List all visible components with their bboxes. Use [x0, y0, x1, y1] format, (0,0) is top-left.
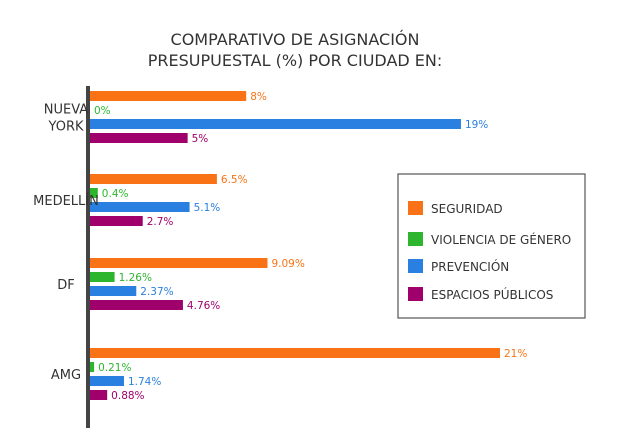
bar — [90, 119, 461, 129]
legend-label: PREVENCIÓN — [431, 259, 509, 274]
bar — [90, 133, 188, 143]
bar — [90, 376, 124, 386]
bar — [90, 202, 190, 212]
bar — [90, 216, 143, 226]
category-label: YORK — [47, 120, 83, 135]
chart-title-line-1: COMPARATIVO DE ASIGNACIÓN — [171, 30, 420, 49]
legend-box — [397, 173, 586, 319]
legend-swatch — [408, 201, 423, 215]
legend-swatch — [408, 232, 423, 246]
bar — [90, 300, 183, 310]
data-label: 21% — [504, 348, 527, 360]
chart-title-line-2: PRESUPUESTAL (%) POR CIUDAD EN: — [148, 51, 443, 70]
bar — [90, 174, 217, 184]
bar — [90, 362, 95, 372]
legend-swatch — [408, 287, 423, 301]
bar — [90, 348, 500, 358]
data-label: 4.76% — [187, 300, 220, 312]
data-label: 9.09% — [271, 258, 304, 270]
data-label: 2.37% — [140, 286, 173, 298]
category-label: NUEVA — [44, 103, 89, 118]
data-label: 5% — [192, 133, 209, 145]
category-label: MEDELLÍN — [33, 193, 99, 209]
legend-label: VIOLENCIA DE GÉNERO — [431, 232, 571, 247]
category-label: DF — [57, 278, 75, 293]
category-label: AMG — [51, 368, 81, 383]
data-label: 1.26% — [119, 272, 152, 284]
bar — [90, 390, 108, 400]
legend-label: SEGURIDAD — [431, 202, 503, 216]
data-label: 0.21% — [98, 362, 131, 374]
bar — [90, 258, 268, 268]
data-label: 2.7% — [147, 216, 174, 228]
legend-label: ESPACIOS PÚBLICOS — [431, 287, 553, 302]
data-label: 0.4% — [102, 188, 129, 200]
data-label: 0.88% — [111, 390, 144, 402]
data-label: 8% — [250, 91, 267, 103]
data-label: 6.5% — [221, 174, 248, 186]
bar — [90, 272, 115, 282]
bar — [90, 188, 98, 198]
data-label: 19% — [465, 119, 488, 131]
bar — [90, 91, 247, 101]
data-label: 1.74% — [128, 376, 161, 388]
data-label: 5.1% — [194, 202, 221, 214]
data-label: 0% — [94, 105, 111, 117]
legend-swatch — [408, 259, 423, 273]
bar — [90, 286, 137, 296]
